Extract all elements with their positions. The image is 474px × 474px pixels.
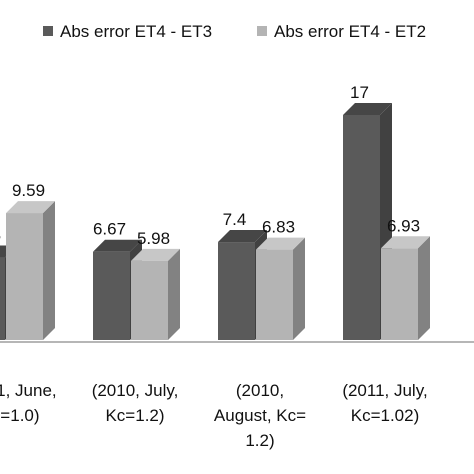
bar-top [93, 239, 142, 252]
legend-label: Abs error ET4 - ET3 [60, 22, 212, 41]
bar-front [131, 260, 168, 340]
data-label: 6.67 [93, 220, 126, 239]
bar-front [93, 251, 130, 340]
data-label: 6.93 [387, 216, 420, 235]
bar-top [218, 230, 267, 243]
bar-front [256, 249, 293, 340]
bar-et2-1 [131, 248, 180, 340]
data-label: 6.23 [0, 226, 1, 245]
bar-top [381, 236, 430, 249]
x-tick-label: Kc=1.02) [351, 406, 420, 425]
x-tick-label: 1.2) [245, 431, 274, 450]
bar-top [256, 237, 305, 250]
bar-front [381, 248, 418, 340]
data-label: 17 [350, 83, 369, 102]
legend: Abs error ET4 - ET3 Abs error ET4 - ET2 [43, 22, 426, 41]
bar-side [168, 248, 180, 340]
bar-top [343, 103, 392, 115]
legend-swatch [257, 26, 267, 36]
legend-label: Abs error ET4 - ET2 [274, 22, 426, 41]
bar-front [0, 257, 5, 340]
bar-side [293, 237, 305, 340]
bar-top [131, 248, 180, 261]
bar-side [418, 236, 430, 340]
bar-et2-2 [256, 237, 305, 340]
data-label: 6.83 [262, 218, 295, 237]
x-tick-label: Kc=1.2) [105, 406, 164, 425]
bar-top [6, 201, 55, 214]
data-labels: 6.23 9.59 6.67 5.98 7.4 6.83 17 6.93 [0, 83, 420, 248]
bar-front [343, 115, 380, 340]
bar-et2-0 [6, 201, 55, 340]
data-label: 7.4 [223, 210, 247, 229]
bar-front [218, 242, 255, 340]
x-tick-label: Kc=1.0) [0, 406, 40, 425]
legend-swatch [43, 26, 53, 36]
bars [0, 103, 430, 340]
bar-et2-3 [381, 236, 430, 340]
bar-front [6, 213, 43, 340]
data-label: 9.59 [12, 181, 45, 200]
x-tick-label: (2010, [236, 381, 284, 400]
x-tick-label: (2010, July, [92, 381, 179, 400]
data-label: 5.98 [137, 229, 170, 248]
x-tick-label: August, Kc= [214, 406, 306, 425]
x-tick-label: (2011, July, [342, 381, 427, 400]
x-tick-labels: (2011, June, Kc=1.0) (2010, July, Kc=1.2) (2… [0, 381, 428, 450]
x-tick-label: (2011, June, [0, 381, 57, 400]
bar-side [43, 201, 55, 340]
